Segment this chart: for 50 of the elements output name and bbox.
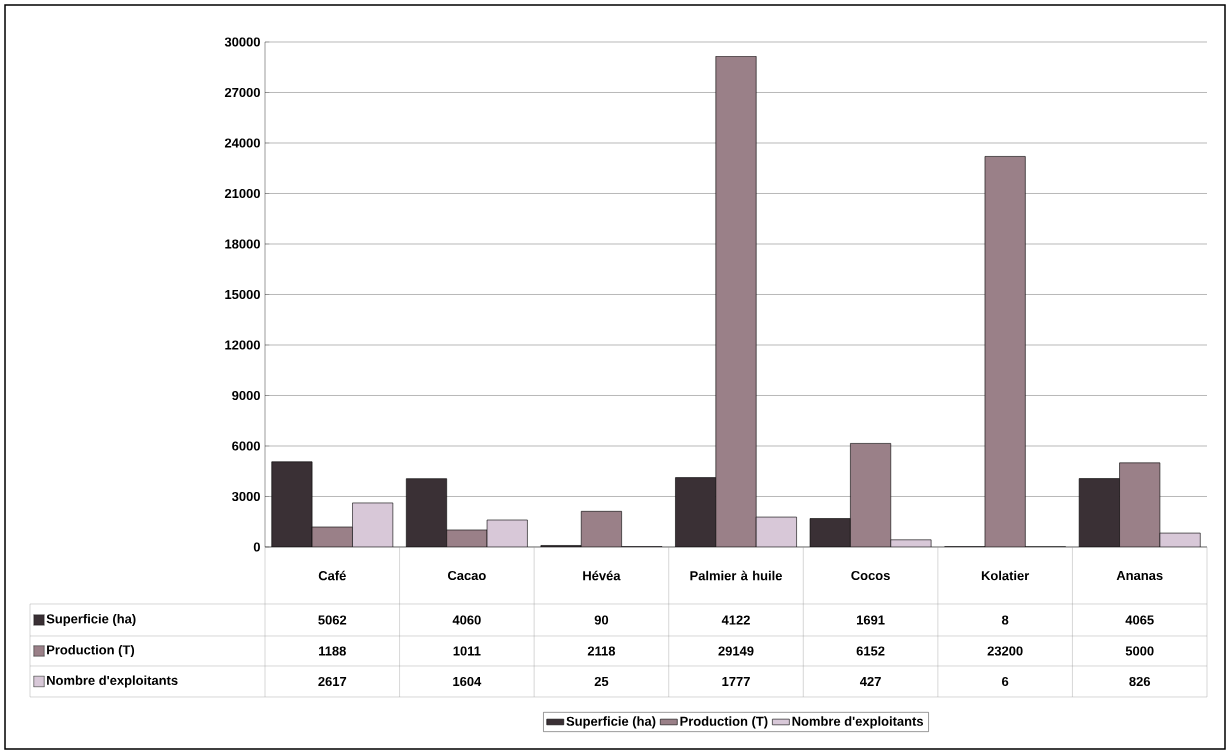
- data-label: 23200: [987, 646, 1023, 656]
- x-tick-label: Cacao: [447, 570, 486, 581]
- x-tick-label: Café: [318, 570, 346, 581]
- data-label: 1691: [856, 615, 885, 625]
- text: Superficie (ha): [566, 716, 656, 729]
- legend-label: Nombre d'exploitants: [792, 716, 924, 729]
- data-label: 2617: [318, 676, 347, 687]
- y-tick-label: 15000: [225, 289, 260, 300]
- data-label: 826: [1129, 676, 1151, 687]
- data-label: 5000: [1125, 646, 1154, 656]
- y-tick-label: 24000: [224, 138, 260, 148]
- bar: [850, 443, 891, 547]
- x-tick-label: Cocos: [851, 570, 890, 581]
- data-label: 1011: [453, 646, 481, 656]
- legend-label: Production (T): [680, 716, 768, 729]
- data-label: 1604: [453, 676, 482, 687]
- data-label: 5062: [318, 615, 347, 625]
- y-tick-label: 21000: [224, 188, 260, 199]
- y-tick-label: 30000: [224, 37, 260, 47]
- x-tick-label: Palmier à huile: [690, 570, 782, 581]
- data-label: 1188: [319, 646, 346, 656]
- data-label: 29149: [718, 646, 754, 656]
- x-tick-label: Hévéa: [583, 570, 621, 581]
- data-label: 4060: [452, 615, 481, 625]
- data-label: 6152: [856, 646, 885, 656]
- y-tick-label: 27000: [224, 87, 260, 98]
- data-label: 1777: [722, 677, 750, 686]
- legend-label: Superficie (ha): [46, 613, 136, 627]
- bar: [715, 56, 757, 547]
- y-tick-label: 3000: [231, 491, 260, 502]
- data-label: 2118: [587, 646, 616, 656]
- y-tick-label: 12000: [225, 340, 260, 350]
- y-tick-label: 18000: [225, 239, 260, 249]
- data-label: 4122: [721, 615, 750, 625]
- data-label: 427: [859, 676, 881, 687]
- data-label: 8: [1001, 615, 1009, 625]
- y-tick-label: 9000: [232, 390, 260, 401]
- bar: [581, 511, 622, 547]
- x-tick-label: Ananas: [1116, 570, 1163, 580]
- text: Production (T): [47, 644, 135, 658]
- x-tick-label: Kolatier: [981, 570, 1030, 581]
- data-label: 90: [594, 615, 609, 625]
- y-tick-label: 0: [253, 542, 260, 552]
- bar: [984, 156, 1026, 547]
- data-label: 25: [594, 676, 609, 687]
- data-label: 4065: [1125, 615, 1154, 625]
- y-tick-label: 6000: [232, 441, 260, 451]
- text: Nombre d'exploitants: [47, 675, 178, 688]
- data-label: 6: [1002, 676, 1009, 687]
- bar: [1119, 462, 1161, 547]
